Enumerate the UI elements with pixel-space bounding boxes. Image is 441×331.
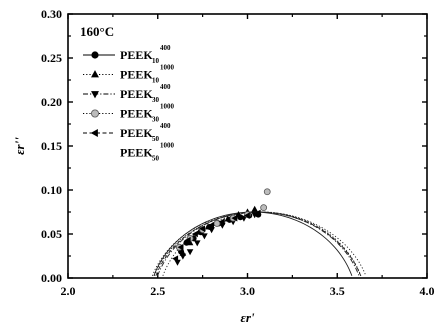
x-tick-label: 2.5	[150, 284, 165, 298]
y-tick-label: 0.30	[41, 7, 62, 21]
data-points-group	[172, 188, 271, 266]
data-point-series-4	[213, 220, 221, 227]
legend-label-subscript: 30	[152, 116, 160, 124]
axes-group: 2.0 2.5 3.0 3.5 4.0 0.00 0.05 0.10 0.15 0.20 0.25 0…	[12, 7, 435, 325]
temperature-annotation: 160°C	[80, 24, 114, 39]
legend-label: PEEK	[120, 146, 153, 160]
legend-marker	[91, 51, 99, 59]
legend-label-subscript: 50	[152, 135, 160, 143]
legend-label: PEEK	[120, 48, 153, 62]
legend-marker	[91, 70, 99, 78]
data-point-series-5	[199, 225, 206, 233]
fit-arc	[162, 211, 362, 277]
data-point-series-3	[174, 259, 181, 266]
data-point-series-5	[254, 209, 261, 217]
legend-label-subscript: 50	[152, 155, 160, 163]
data-point-series-4	[263, 188, 271, 196]
legend-label-superscript: 1000	[160, 142, 175, 150]
legend-label: PEEK	[120, 87, 153, 101]
legend-label-superscript: 1000	[160, 103, 175, 111]
data-point-series-5	[218, 218, 225, 225]
legend-label-subscript: 10	[152, 57, 160, 65]
data-point-series-5	[172, 255, 179, 262]
legend-label-subscript: 30	[152, 96, 160, 104]
legend-label: PEEK	[120, 107, 153, 121]
legend-marker	[91, 109, 100, 118]
data-point-series-3	[179, 253, 187, 260]
data-point-series-5	[231, 214, 238, 222]
data-point-series-3	[208, 227, 215, 234]
data-point-series-4	[260, 204, 268, 212]
legend-marker	[91, 91, 99, 99]
fit-arc	[153, 211, 367, 277]
x-axis-title: εr'	[240, 310, 254, 325]
x-tick-label: 4.0	[420, 284, 435, 298]
data-point-series-3	[193, 240, 201, 247]
y-tick-label: 0.15	[41, 139, 62, 153]
data-point-series-3	[201, 233, 208, 240]
data-point-series-5	[177, 243, 184, 251]
y-tick-label: 0.00	[41, 271, 62, 285]
data-point-series-5	[243, 212, 250, 219]
legend-label-superscript: 400	[160, 122, 171, 130]
fit-arc	[155, 211, 362, 277]
legend-label-superscript: 400	[160, 83, 171, 91]
y-axis-title: εr''	[12, 137, 27, 155]
data-point-series-5	[191, 230, 198, 238]
y-tick-label: 0.20	[41, 95, 62, 109]
data-point-series-2	[224, 215, 232, 222]
legend-marker	[90, 129, 98, 137]
y-tick-label: 0.25	[41, 51, 62, 65]
x-tick-label: 3.0	[240, 284, 255, 298]
data-point-series-3	[186, 249, 194, 256]
legend-label-superscript: 1000	[160, 64, 175, 72]
legend-label-subscript: 10	[152, 77, 160, 85]
legend-label: PEEK	[120, 68, 153, 82]
y-tick-label: 0.10	[41, 183, 62, 197]
y-tick-label: 0.05	[41, 227, 62, 241]
x-tick-label: 2.0	[61, 284, 76, 298]
data-point-series-5	[208, 221, 214, 229]
legend-label: PEEK	[120, 126, 153, 140]
data-point-series-2	[251, 205, 258, 212]
x-tick-label: 3.5	[330, 284, 345, 298]
data-point-series-5	[184, 236, 191, 244]
legend-label-superscript: 400	[160, 44, 171, 52]
